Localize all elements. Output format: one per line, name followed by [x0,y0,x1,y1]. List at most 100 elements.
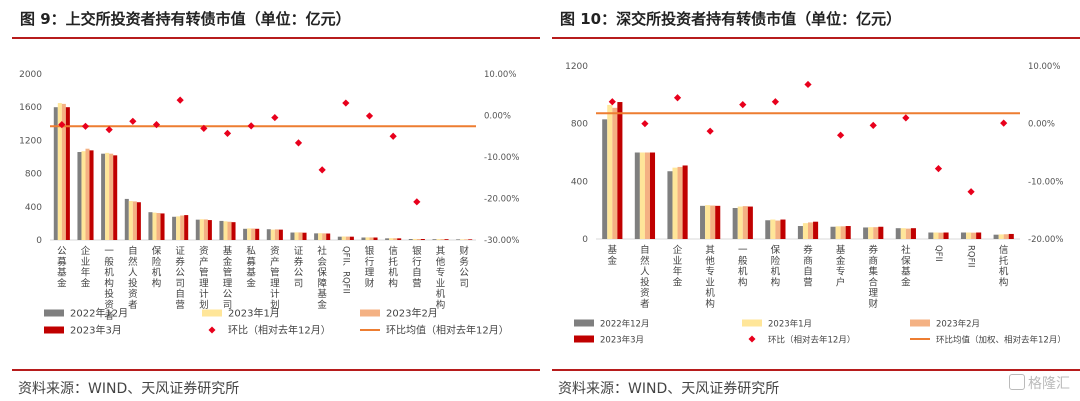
bar-2 [199,219,204,240]
bar-1 [53,107,58,240]
x-tick-label: 企业年金 [81,245,91,289]
bar-1 [172,216,177,240]
bar-2 [152,212,157,240]
bar-1 [456,239,461,240]
ratio-marker [318,166,326,174]
ratio-marker [129,117,137,125]
bar-3 [156,213,161,240]
bar-2 [672,167,678,239]
y2-tick-label: -30.00% [484,236,519,246]
legend-swatch [44,309,64,317]
bar-4 [715,205,721,239]
bar-2 [412,238,417,240]
watermark-text: 格隆汇 [1028,376,1070,392]
ratio-marker [804,80,812,89]
legend-swatch [44,326,64,334]
bar-3 [873,227,879,239]
x-tick-label: QFII、RQFII [340,246,350,294]
title-rule [552,37,1080,39]
figure-10-panel: 图 10：深交所投资者持有转债市值（单位：亿元） 0 400 800 1200 10.0… [552,0,1080,401]
bar-4 [747,206,753,239]
bar-1 [290,232,295,240]
bar-1 [219,220,224,240]
logo-icon [1009,374,1025,390]
bar-2 [270,229,275,241]
y-tick-label: 1200 [565,62,588,72]
bar-2 [223,221,228,240]
bar-2 [341,236,346,240]
bar-3 [227,221,232,240]
bar-3 [938,232,944,239]
bar-4 [255,228,260,240]
legend-swatch [574,319,594,327]
legend-label: 2023年2月 [386,307,438,320]
x-tick-label: 券商集合理财 [868,244,878,310]
y-tick-label: 1200 [19,136,42,146]
bar-2 [868,227,874,239]
y2-tick-label: -10.00% [484,153,519,163]
bar-1 [993,234,999,239]
bar-1 [77,152,82,240]
bar-4 [113,155,118,240]
bar-1 [732,208,738,239]
bar-3 [840,226,846,239]
x-tick-label: 自然人投资者 [640,244,650,310]
bar-2 [318,233,323,240]
bar-3 [1003,234,1009,239]
legend-swatch [910,319,930,327]
y-tick-label: 800 [25,170,42,180]
x-tick-label: 私募基金 [246,246,256,289]
bar-2 [81,151,86,240]
bar-4 [813,221,819,239]
bar-1 [667,171,673,239]
ratio-marker [706,127,714,135]
y-tick-label: 0 [36,236,42,246]
bar-4 [326,233,331,240]
ratio-marker [739,101,747,109]
y-tick-label: 2000 [19,70,42,80]
ratio-marker [967,188,975,196]
y-tick-label: 1600 [19,103,42,113]
bar-1 [830,226,836,239]
ratio-marker [413,198,421,206]
bar-4 [349,236,354,240]
legend-label: 2022年12月 [600,319,649,330]
bar-3 [298,232,303,240]
legend-label: 2023年3月 [600,335,644,346]
bar-4 [89,150,94,240]
y2-tick-label: 0.00% [484,112,511,122]
bar-3 [274,229,279,240]
legend-label: 2022年12月 [70,307,128,320]
bar-3 [180,215,185,240]
ratio-marker [608,98,616,106]
bar-4 [649,152,656,239]
bar-4 [444,239,449,240]
bar-1 [337,236,342,240]
legend-swatch [360,309,380,317]
bar-4 [617,102,623,239]
bar-2 [639,152,645,239]
x-tick-label: 社会保障基金 [317,245,327,311]
bar-2 [607,104,613,239]
y2-tick-label: -20.00% [484,195,519,205]
ratio-marker [294,139,303,147]
ratio-marker [176,96,184,104]
bar-2 [294,232,299,240]
x-tick-label: 其他专业机构 [705,245,715,310]
bar-4 [976,232,982,239]
bar-1 [928,232,934,239]
legend-label: 2023年1月 [228,307,280,320]
watermark-logo: 格隆汇 [1009,373,1070,393]
y2-tick-label: 10.00% [1028,62,1060,72]
y2-tick-label: 0.00% [1028,120,1055,130]
bar-4 [420,239,425,240]
ratio-marker [771,98,779,106]
bar-2 [460,239,465,240]
bar-1 [432,239,437,240]
ratio-marker [342,99,350,107]
bar-4 [1008,233,1014,239]
bar-1 [797,226,803,239]
bar-2 [900,228,906,239]
bar-4 [160,213,165,240]
bar-3 [322,233,327,240]
